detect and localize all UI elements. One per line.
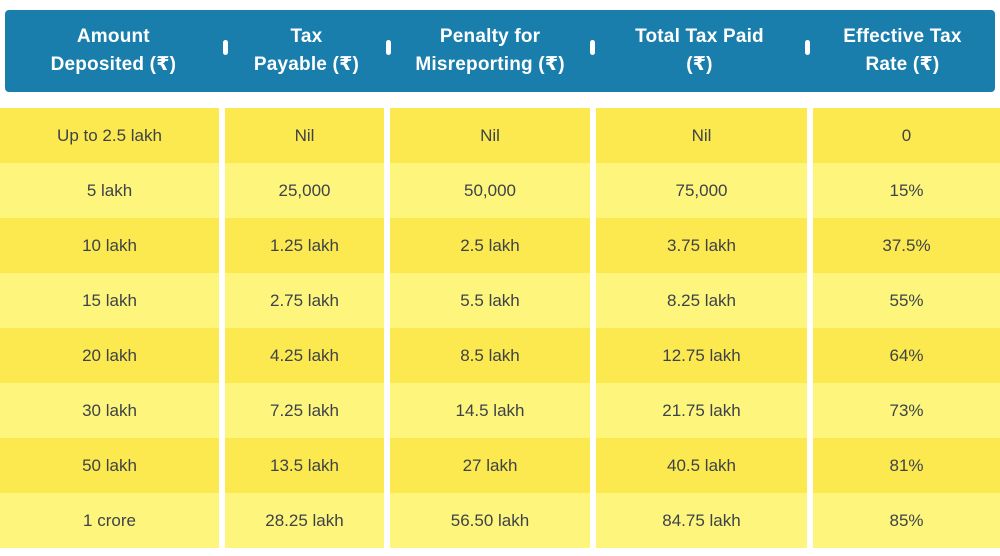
- column-header-total-tax-paid: Total Tax Paid (₹): [590, 10, 804, 92]
- table-cell: 2.75 lakh: [225, 273, 384, 328]
- table-cell: 37.5%: [813, 218, 1000, 273]
- table-body: Up to 2.5 lakh Nil Nil Nil 0 5 lakh 25,0…: [0, 108, 1000, 548]
- column-header-label: Total Tax Paid (₹): [635, 26, 764, 75]
- table-cell: Up to 2.5 lakh: [0, 108, 219, 163]
- table-cell: Nil: [596, 108, 807, 163]
- header-divider: [590, 40, 596, 55]
- table-cell: 7.25 lakh: [225, 383, 384, 438]
- table-cell: 55%: [813, 273, 1000, 328]
- table-cell: 50,000: [390, 163, 590, 218]
- table-cell: 1 crore: [0, 493, 219, 548]
- column-header-label: Tax Payable (₹): [253, 26, 360, 75]
- table-cell: 4.25 lakh: [225, 328, 384, 383]
- column-header-effective-tax-rate: Effective Tax Rate (₹): [804, 10, 995, 92]
- header-divider: [222, 40, 228, 55]
- table-cell: 64%: [813, 328, 1000, 383]
- table-cell: 5 lakh: [0, 163, 219, 218]
- table-cell: 12.75 lakh: [596, 328, 807, 383]
- table-cell: 28.25 lakh: [225, 493, 384, 548]
- column-header-penalty-misreporting: Penalty for Misreporting (₹): [386, 10, 589, 92]
- header-divider: [804, 40, 810, 55]
- table-cell: Nil: [225, 108, 384, 163]
- table-cell: 25,000: [225, 163, 384, 218]
- column-header-label: Penalty for Misreporting (₹): [415, 26, 565, 75]
- table-cell: 14.5 lakh: [390, 383, 590, 438]
- table-cell: 56.50 lakh: [390, 493, 590, 548]
- table-header-row: Amount Deposited (₹) Tax Payable (₹) Pen…: [5, 10, 995, 92]
- table-cell: 40.5 lakh: [596, 438, 807, 493]
- table-cell: 13.5 lakh: [225, 438, 384, 493]
- table-cell: 1.25 lakh: [225, 218, 384, 273]
- table-cell: 8.5 lakh: [390, 328, 590, 383]
- table-cell: 2.5 lakh: [390, 218, 590, 273]
- table-cell: 75,000: [596, 163, 807, 218]
- table-cell: 15%: [813, 163, 1000, 218]
- table-cell: Nil: [390, 108, 590, 163]
- table-cell: 15 lakh: [0, 273, 219, 328]
- column-header-tax-payable: Tax Payable (₹): [222, 10, 385, 92]
- table-cell: 73%: [813, 383, 1000, 438]
- column-header-label: Effective Tax Rate (₹): [843, 26, 962, 75]
- table-cell: 10 lakh: [0, 218, 219, 273]
- header-divider: [386, 40, 392, 55]
- table-cell: 5.5 lakh: [390, 273, 590, 328]
- table-cell: 3.75 lakh: [596, 218, 807, 273]
- table-cell: 81%: [813, 438, 1000, 493]
- table-cell: 0: [813, 108, 1000, 163]
- table-cell: 21.75 lakh: [596, 383, 807, 438]
- table-cell: 20 lakh: [0, 328, 219, 383]
- table-cell: 27 lakh: [390, 438, 590, 493]
- table-cell: 30 lakh: [0, 383, 219, 438]
- table-cell: 50 lakh: [0, 438, 219, 493]
- table-cell: 84.75 lakh: [596, 493, 807, 548]
- table-cell: 8.25 lakh: [596, 273, 807, 328]
- table-cell: 85%: [813, 493, 1000, 548]
- column-header-amount-deposited: Amount Deposited (₹): [50, 26, 177, 75]
